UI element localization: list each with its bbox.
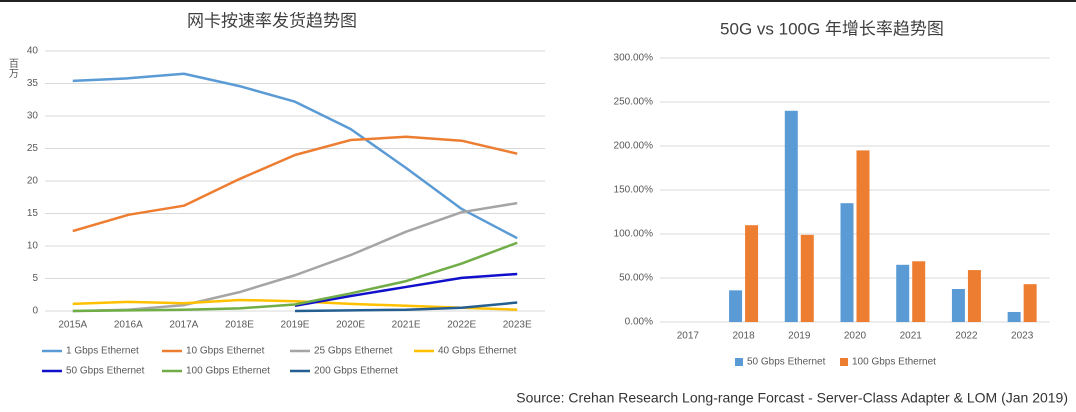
- line-series: [294, 272, 518, 308]
- y-axis-label: 百万: [6, 58, 18, 79]
- x-tick-label: 2023: [1011, 331, 1034, 342]
- line-series: [72, 201, 518, 313]
- x-tick-label: 2023E: [503, 320, 532, 331]
- y-tick-label: 150.00%: [614, 185, 654, 196]
- y-tick-label: 0: [32, 306, 38, 317]
- legend-label: 100 Gbps Ethernet: [852, 357, 936, 368]
- x-tick-label: 2020E: [336, 320, 365, 331]
- legend-swatch: [840, 358, 848, 366]
- legend-label: 50 Gbps Ethernet: [66, 366, 145, 377]
- line-series: [72, 241, 518, 313]
- x-tick-label: 2021: [900, 331, 923, 342]
- x-tick-label: 2018E: [225, 320, 254, 331]
- legend-swatch: [735, 358, 743, 366]
- legend-label: 25 Gbps Ethernet: [314, 346, 393, 357]
- y-tick-label: 5: [32, 273, 38, 284]
- y-tick-label: 250.00%: [614, 97, 654, 108]
- bar: [912, 261, 926, 322]
- legend-label: 40 Gbps Ethernet: [438, 346, 517, 357]
- bar: [1023, 284, 1037, 322]
- legend-label: 200 Gbps Ethernet: [314, 366, 398, 377]
- y-tick-label: 20: [27, 176, 39, 187]
- bar: [800, 234, 814, 322]
- x-tick-label: 2015A: [58, 320, 87, 331]
- y-tick-label: 300.00%: [614, 53, 654, 64]
- legend-label: 50 Gbps Ethernet: [747, 357, 826, 368]
- y-tick-label: 25: [27, 143, 39, 154]
- x-tick-label: 2016A: [114, 320, 143, 331]
- y-tick-label: 40: [27, 46, 39, 57]
- bar: [840, 203, 854, 322]
- bar: [729, 290, 743, 322]
- legend-label: 1 Gbps Ethernet: [66, 346, 139, 357]
- y-tick-label: 50.00%: [619, 273, 653, 284]
- bar: [951, 289, 965, 322]
- legend-label: 10 Gbps Ethernet: [186, 346, 265, 357]
- chart-title: 50G vs 100G 年增长率趋势图: [720, 19, 944, 38]
- x-tick-label: 2022E: [447, 320, 476, 331]
- y-tick-label: 30: [27, 111, 39, 122]
- x-tick-label: 2021E: [392, 320, 421, 331]
- bar: [896, 264, 910, 322]
- bar: [967, 270, 981, 322]
- y-tick-label: 200.00%: [614, 141, 654, 152]
- legend-label: 100 Gbps Ethernet: [186, 366, 270, 377]
- line-series: [294, 301, 518, 313]
- chart-title: 网卡按速率发货趋势图: [187, 11, 357, 30]
- x-tick-label: 2017: [677, 331, 700, 342]
- y-tick-label: 0.00%: [625, 317, 653, 328]
- bar: [784, 110, 798, 322]
- line-series: [72, 72, 518, 240]
- y-tick-label: 100.00%: [614, 229, 654, 240]
- x-tick-label: 2022: [955, 331, 978, 342]
- x-tick-label: 2019E: [281, 320, 310, 331]
- x-tick-label: 2019: [788, 331, 811, 342]
- bar: [745, 225, 759, 322]
- x-tick-label: 2017A: [169, 320, 198, 331]
- line-series: [72, 298, 518, 311]
- bar: [856, 150, 870, 322]
- x-tick-label: 2020: [844, 331, 867, 342]
- y-tick-label: 15: [27, 208, 39, 219]
- line-series: [72, 135, 518, 233]
- y-tick-label: 10: [27, 241, 39, 252]
- y-tick-label: 35: [27, 78, 39, 89]
- bar: [1007, 311, 1021, 322]
- x-tick-label: 2018: [732, 331, 755, 342]
- source-note: Source: Crehan Research Long-range Forca…: [516, 390, 1068, 406]
